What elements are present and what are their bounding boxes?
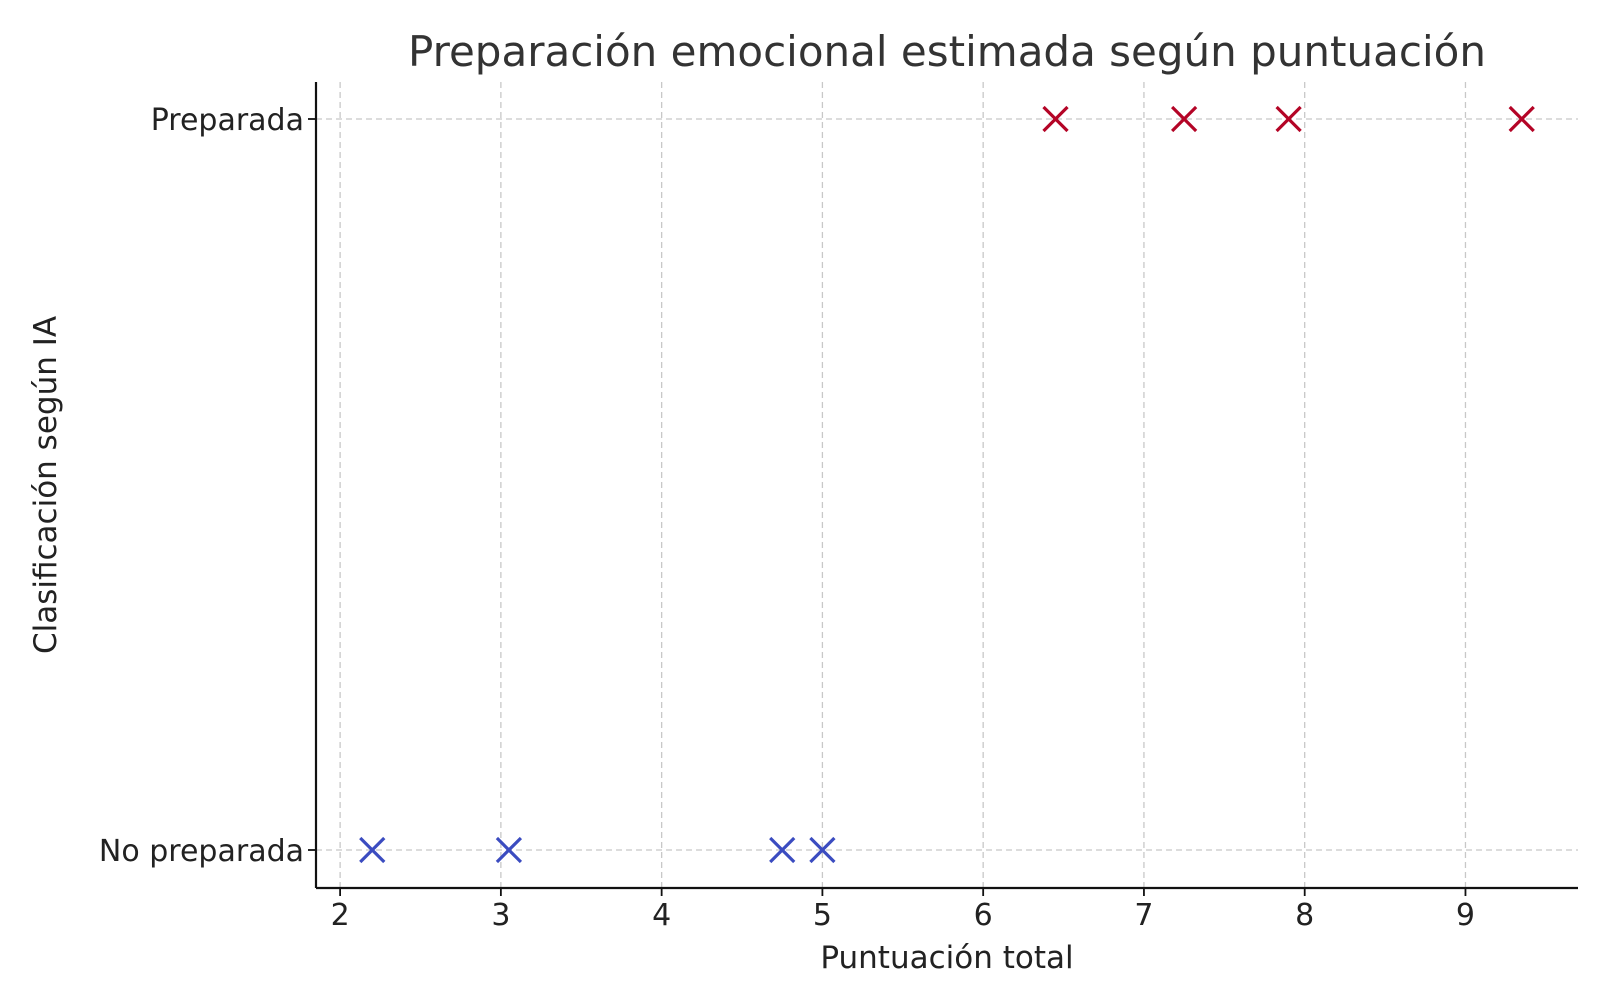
data-point [1170, 105, 1198, 133]
data-point [1275, 105, 1302, 133]
data-point-stroke [495, 836, 523, 864]
data-point-stroke [359, 836, 386, 864]
data-point [1042, 105, 1069, 133]
data-point [809, 836, 836, 864]
data-point-stroke [1042, 105, 1069, 133]
grid-lines [316, 82, 1578, 888]
y-tick-label: Preparada [151, 103, 304, 138]
data-point [1508, 105, 1535, 133]
data-point [495, 836, 523, 864]
x-axis-label: Puntuación total [820, 940, 1073, 976]
x-tick-label: 5 [813, 898, 832, 933]
x-tick-label: 6 [974, 898, 993, 933]
x-tick-label: 7 [1134, 898, 1153, 933]
x-tick-label: 3 [491, 898, 510, 933]
ticks: 2 3 4 5 6 7 8 9 No preparada Preparada [99, 103, 1475, 933]
data-point [359, 836, 386, 864]
chart-title: Preparación emocional estimada según pun… [408, 27, 1486, 76]
data-point-stroke [809, 836, 836, 864]
data-points [359, 105, 1535, 864]
data-point-stroke [1275, 105, 1302, 133]
x-tick-label: 8 [1295, 898, 1314, 933]
y-tick-label: No preparada [99, 834, 304, 869]
x-tick-label: 2 [331, 898, 350, 933]
x-tick-label: 4 [652, 898, 671, 933]
x-tick-label: 9 [1456, 898, 1475, 933]
data-point [769, 836, 796, 864]
axes [314, 82, 1578, 890]
data-point-stroke [1508, 105, 1535, 133]
data-point-stroke [769, 836, 796, 864]
y-axis-label: Clasificación según IA [28, 316, 64, 654]
data-point-stroke [1170, 105, 1198, 133]
